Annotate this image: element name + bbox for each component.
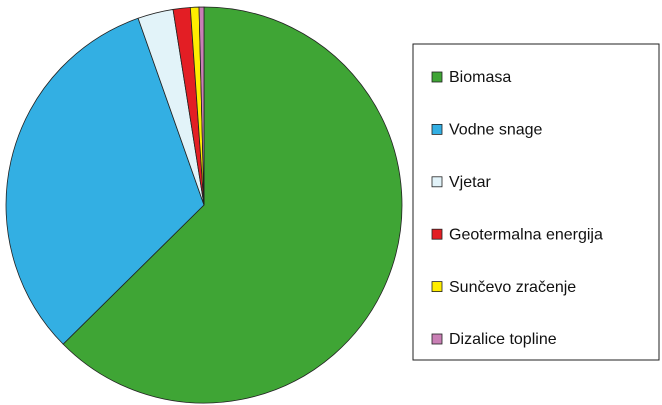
legend-label: Vodne snage — [449, 122, 543, 139]
legend-swatch — [431, 281, 443, 293]
legend-label: Biomasa — [449, 69, 511, 86]
legend-swatch — [431, 124, 443, 135]
legend-swatch — [431, 228, 443, 240]
legend-swatch — [431, 176, 443, 188]
legend-box — [412, 43, 660, 361]
legend-label: Geotermalna energija — [449, 226, 603, 243]
legend-label: Sunčevo zračenje — [449, 279, 576, 296]
legend-swatch — [431, 71, 443, 83]
legend-label: Dizalice topline — [449, 331, 557, 348]
legend-swatch — [431, 333, 443, 345]
pie-slice — [62, 6, 403, 404]
pie-slice — [198, 6, 205, 206]
pie-slice — [5, 17, 205, 345]
legend-label: Vjetar — [449, 174, 491, 191]
